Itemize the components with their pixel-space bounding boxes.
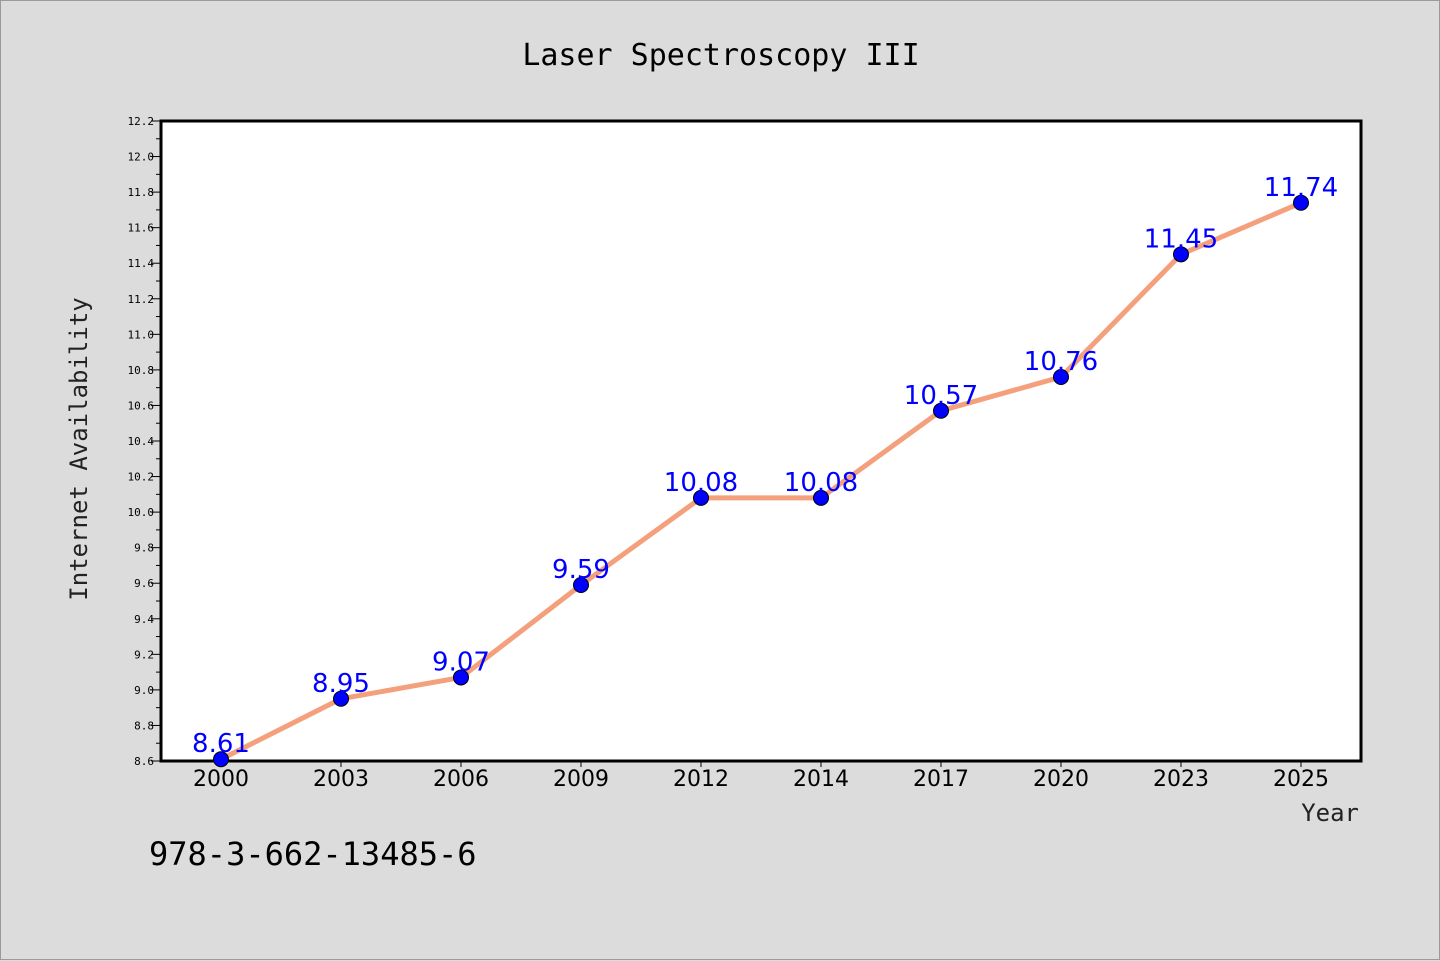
y-tick-label: 8.6 bbox=[134, 755, 154, 768]
data-point bbox=[813, 489, 829, 506]
data-label: 10.76 bbox=[1024, 347, 1098, 377]
y-tick-label: 11.8 bbox=[128, 186, 155, 199]
series-line bbox=[218, 200, 1304, 762]
data-point bbox=[693, 489, 709, 506]
chart-title: Laser Spectroscopy III bbox=[522, 38, 919, 73]
y-tick-label: 9.8 bbox=[134, 542, 154, 555]
data-label: 10.08 bbox=[664, 468, 738, 498]
y-tick-label: 9.2 bbox=[134, 648, 154, 661]
plot-area bbox=[159, 119, 1363, 763]
x-tick-label: 2014 bbox=[793, 767, 849, 792]
data-label: 9.07 bbox=[432, 647, 490, 677]
x-tick-label: 2000 bbox=[193, 767, 249, 792]
data-label: 9.59 bbox=[552, 555, 610, 585]
footer-code: 978-3-662-13485-6 bbox=[149, 835, 477, 873]
data-point bbox=[213, 751, 229, 768]
data-label: 11.45 bbox=[1144, 224, 1218, 254]
y-tick-label: 8.8 bbox=[134, 719, 154, 732]
y-tick-label: 11.2 bbox=[128, 293, 155, 306]
x-tick-label: 2020 bbox=[1033, 767, 1089, 792]
x-tick-label: 2017 bbox=[913, 767, 969, 792]
y-tick-label: 10.6 bbox=[128, 399, 155, 412]
y-tick-label: 9.6 bbox=[134, 577, 154, 590]
x-tick-label: 2025 bbox=[1273, 767, 1329, 792]
x-tick-label: 2012 bbox=[673, 767, 729, 792]
data-label: 10.08 bbox=[784, 468, 858, 498]
x-axis: 2000 2003 2006 2009 2012 2014 2017 2020 2023 2025 bbox=[193, 761, 1329, 792]
x-tick-label: 2003 bbox=[313, 767, 369, 792]
data-label: 8.95 bbox=[312, 669, 370, 699]
y-tick-label: 10.0 bbox=[128, 506, 155, 519]
data-label: 10.57 bbox=[904, 381, 978, 411]
x-tick-label: 2023 bbox=[1153, 767, 1209, 792]
y-tick-label: 11.6 bbox=[128, 222, 155, 235]
y-tick-label: 10.2 bbox=[128, 471, 155, 484]
y-axis: 8.6 8.8 9.0 9.2 9.4 9.6 9.8 10.0 10.2 10.4 10.6 10.… bbox=[128, 115, 161, 768]
data-point bbox=[333, 690, 349, 707]
y-tick-label: 10.4 bbox=[128, 435, 155, 448]
series-layer bbox=[213, 194, 1309, 768]
data-point bbox=[453, 669, 469, 686]
y-tick-label: 11.4 bbox=[128, 257, 155, 270]
x-axis-label: Year bbox=[1301, 799, 1359, 827]
y-tick-label: 9.4 bbox=[134, 613, 154, 626]
y-tick-label: 9.0 bbox=[134, 684, 154, 697]
data-point bbox=[933, 402, 949, 419]
data-label: 8.61 bbox=[192, 729, 250, 759]
y-tick-label: 12.2 bbox=[128, 115, 155, 128]
y-tick-label: 12.0 bbox=[128, 151, 155, 164]
x-tick-label: 2006 bbox=[433, 767, 489, 792]
data-point bbox=[573, 577, 589, 593]
data-point bbox=[1293, 194, 1309, 211]
data-point bbox=[1053, 369, 1069, 385]
data-labels: 8.61 8.95 9.07 9.59 10.08 10.08 10.57 10.76 11.4… bbox=[192, 173, 1338, 759]
data-label: 11.74 bbox=[1264, 173, 1338, 203]
data-point bbox=[1173, 246, 1189, 263]
y-axis-label: Internet Availability bbox=[65, 297, 93, 600]
y-tick-label: 10.8 bbox=[128, 364, 155, 377]
x-tick-label: 2009 bbox=[553, 767, 609, 792]
y-tick-label: 11.0 bbox=[128, 328, 155, 341]
